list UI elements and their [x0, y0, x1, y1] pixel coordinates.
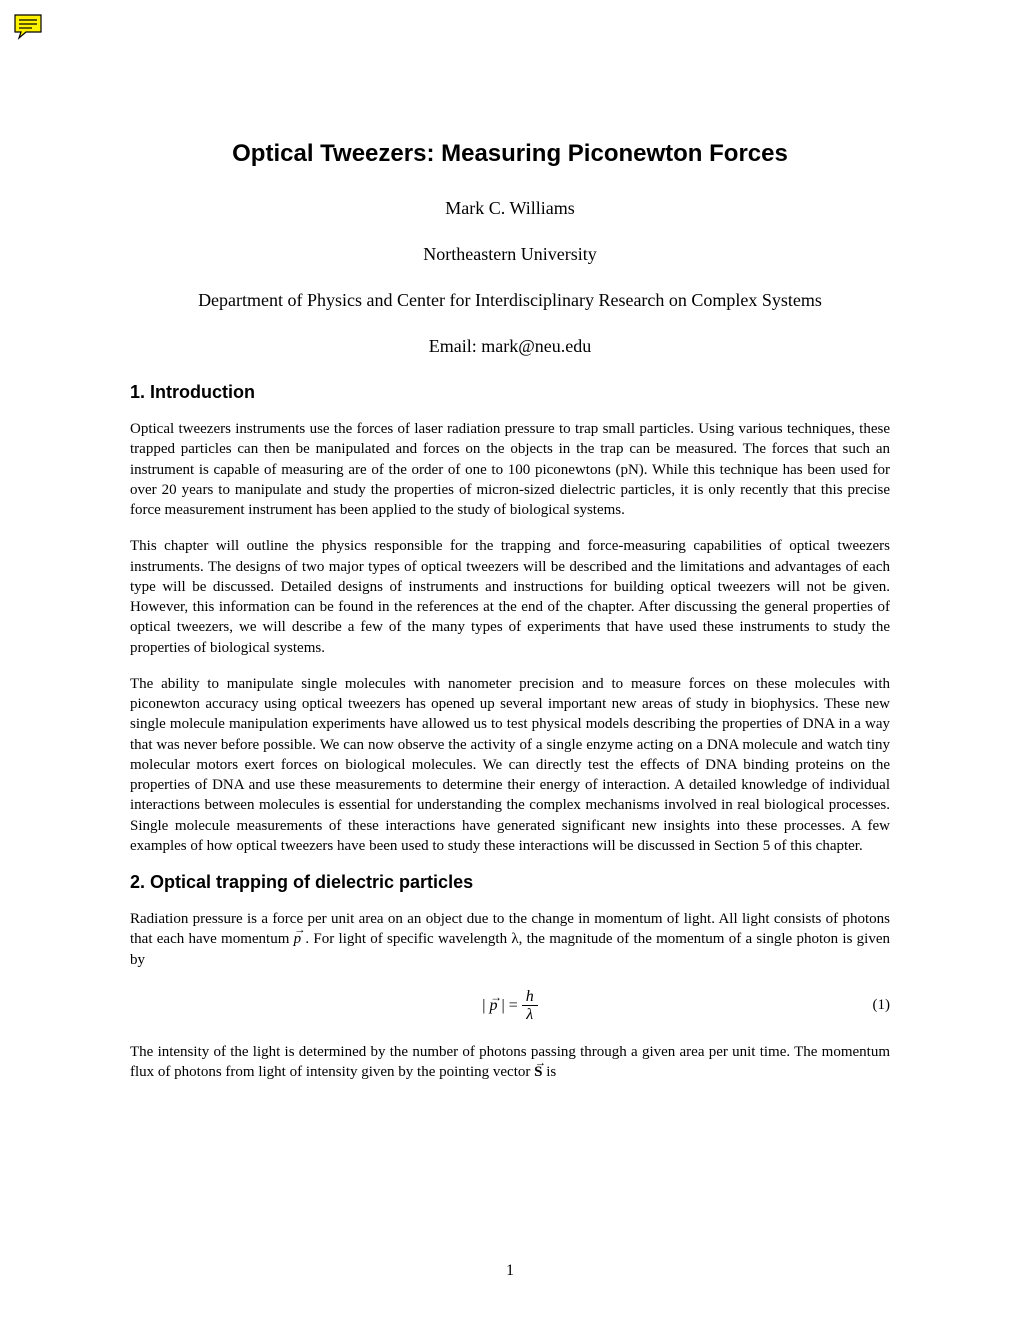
- equation-1: |p| = h λ (1): [130, 988, 890, 1024]
- paragraph: Optical tweezers instruments use the for…: [130, 419, 890, 520]
- text-fragment: The intensity of the light is determined…: [130, 1044, 890, 1080]
- abs-open: |: [482, 997, 485, 1015]
- numerator: h: [522, 988, 538, 1007]
- equals-sign: =: [509, 997, 518, 1015]
- author-name: Mark C. Williams: [130, 198, 890, 219]
- page-number: 1: [0, 1262, 1020, 1280]
- equation-number: (1): [873, 997, 891, 1014]
- paragraph: Radiation pressure is a force per unit a…: [130, 909, 890, 970]
- section-2-heading: 2. Optical trapping of dielectric partic…: [130, 872, 890, 893]
- momentum-vector-symbol: p: [294, 929, 302, 949]
- equation-body: |p| = h λ: [482, 988, 537, 1024]
- paper-title: Optical Tweezers: Measuring Piconewton F…: [130, 140, 890, 168]
- affiliation: Northeastern University: [130, 244, 890, 265]
- email: Email: mark@neu.edu: [130, 336, 890, 357]
- department: Department of Physics and Center for Int…: [130, 290, 890, 311]
- momentum-vector-symbol: p: [489, 997, 497, 1015]
- fraction: h λ: [522, 988, 538, 1024]
- paragraph: This chapter will outline the physics re…: [130, 536, 890, 658]
- section-1-heading: 1. Introduction: [130, 382, 890, 403]
- paragraph: The ability to manipulate single molecul…: [130, 674, 890, 856]
- vector-S: S: [534, 1064, 542, 1080]
- denominator: λ: [522, 1006, 537, 1024]
- pointing-vector-symbol: S: [534, 1062, 542, 1082]
- comment-annotation-icon[interactable]: [12, 12, 44, 40]
- paragraph: The intensity of the light is determined…: [130, 1042, 890, 1083]
